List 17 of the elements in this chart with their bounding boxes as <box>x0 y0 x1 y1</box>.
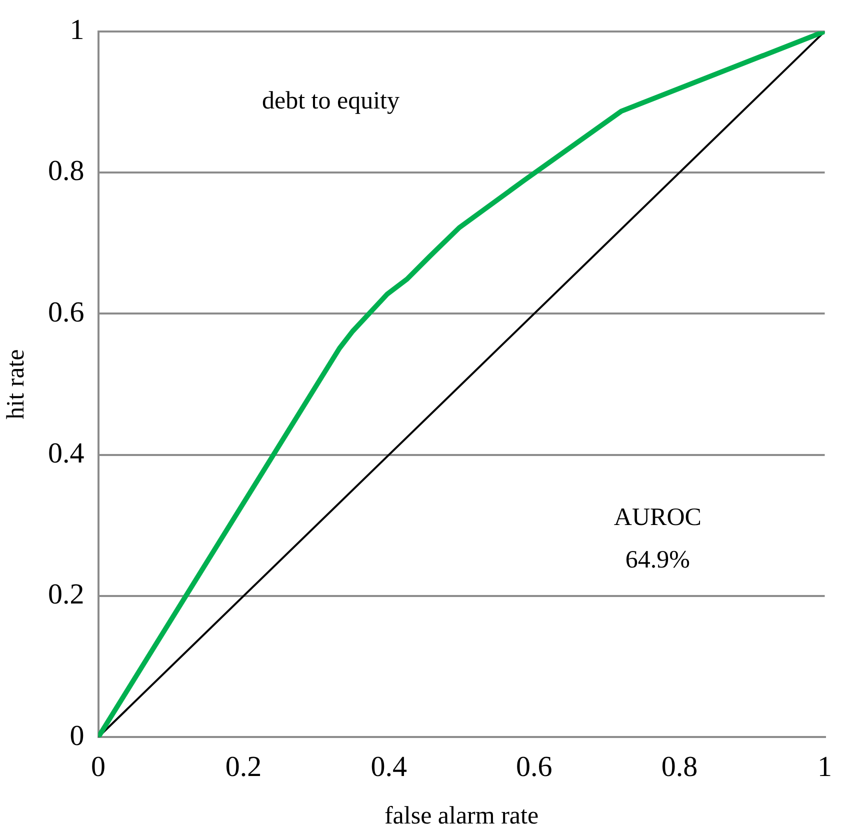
annotation: 64.9% <box>625 546 690 574</box>
x-tick-label: 0.2 <box>225 751 262 784</box>
y-tick-label: 0.8 <box>48 155 84 188</box>
annotation: AUROC <box>614 504 702 531</box>
y-tick-label: 0.4 <box>48 437 85 470</box>
x-tick-label: 0.4 <box>370 751 408 784</box>
x-tick-label: 0.6 <box>516 751 552 784</box>
y-tick-label: 0 <box>70 720 84 752</box>
y-tick-label: 0.2 <box>48 578 84 611</box>
annotation: debt to equity <box>262 88 400 115</box>
y-tick-label: 1 <box>70 14 84 46</box>
x-tick-label: 0.8 <box>661 751 698 784</box>
y-axis-title: hit rate <box>2 349 30 420</box>
x-axis-title: false alarm rate <box>384 802 539 830</box>
x-tick-label: 1 <box>818 751 832 784</box>
y-tick-label: 0.6 <box>48 296 84 328</box>
x-tick-label: 0 <box>91 751 106 784</box>
